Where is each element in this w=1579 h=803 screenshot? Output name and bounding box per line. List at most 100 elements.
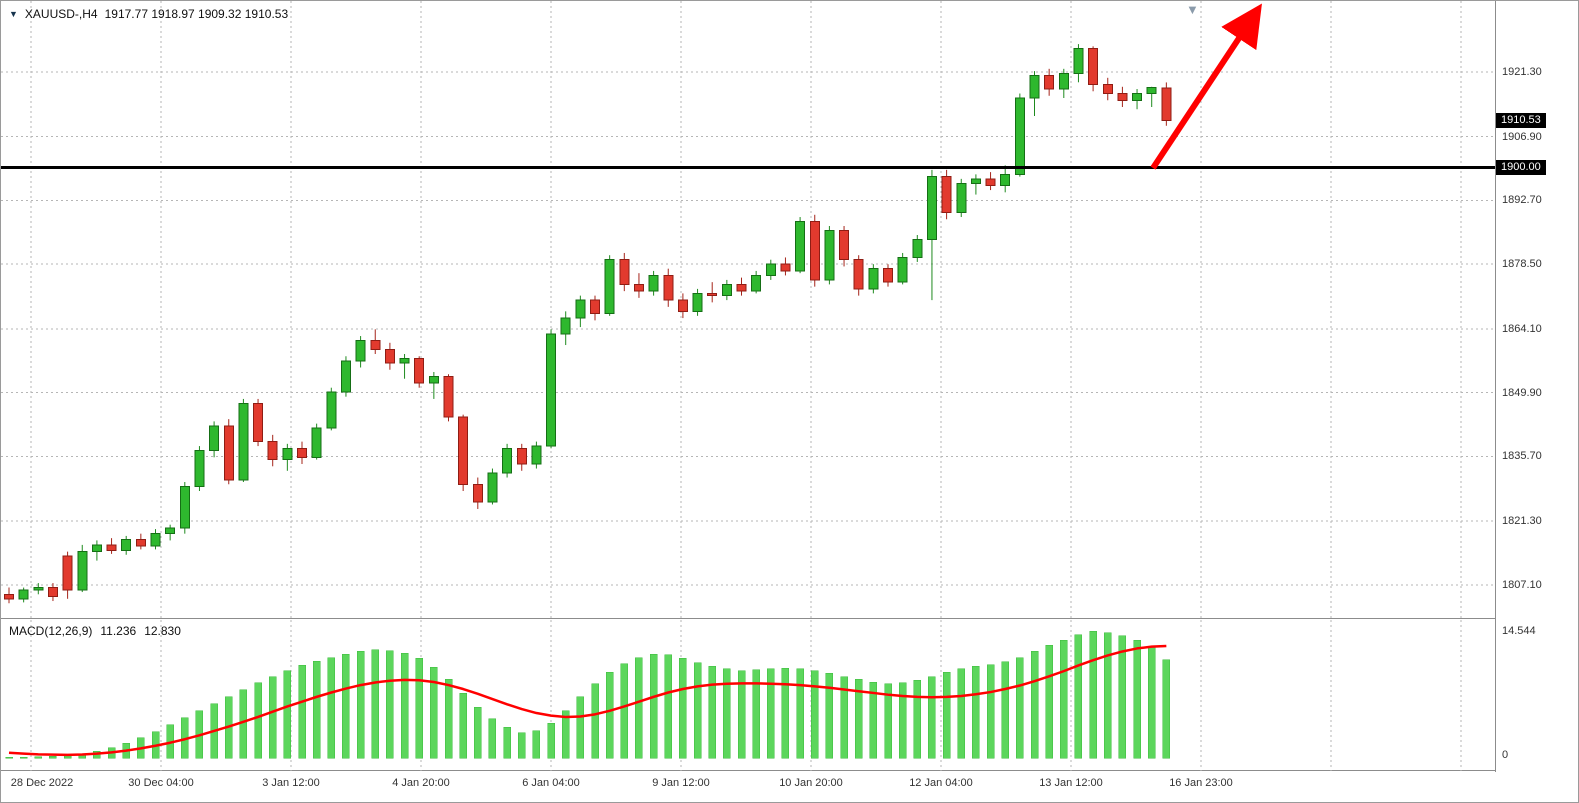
candle <box>77 544 88 593</box>
candle <box>1132 89 1143 110</box>
macd-panel[interactable]: MACD(12,26,9) 11.236 12.830 <box>1 620 1495 771</box>
candle <box>795 217 806 274</box>
macd-histogram-bar <box>298 665 306 759</box>
macd-histogram-bar <box>49 756 57 759</box>
candle <box>560 311 571 346</box>
candle <box>1146 86 1157 107</box>
chart-symbol-timeframe: XAUUSD-,H4 <box>24 7 98 21</box>
macd-histogram-bar <box>1001 661 1009 759</box>
price-tick-label: 1807.10 <box>1502 578 1542 591</box>
candle <box>956 178 967 218</box>
candle <box>970 174 981 195</box>
candle <box>399 354 410 379</box>
price-tick-label: 1849.90 <box>1502 386 1542 399</box>
macd-histogram-bar <box>444 679 453 759</box>
candle <box>370 329 381 355</box>
price-tag: 1910.53 <box>1496 112 1546 128</box>
candle <box>780 257 791 276</box>
candle <box>47 583 58 602</box>
macd-histogram-bar <box>825 673 834 759</box>
macd-name: MACD(12,26,9) <box>9 624 93 638</box>
macd-histogram-bar <box>591 683 599 759</box>
macd-histogram-bar <box>576 696 585 759</box>
chart-shift-marker-icon[interactable]: ▼ <box>1186 2 1199 17</box>
candle <box>677 293 688 319</box>
candle <box>253 398 264 447</box>
macd-histogram-bar <box>254 682 262 759</box>
candle <box>721 279 732 301</box>
price-axis[interactable]: 1921.30 1906.90 1892.70 1878.50 1864.10 1849.… <box>1495 1 1578 772</box>
candle <box>575 295 586 328</box>
trend-arrow-object[interactable] <box>1150 3 1262 170</box>
time-tick-label: 30 Dec 04:00 <box>128 777 194 789</box>
macd-histogram-bar <box>1089 630 1097 759</box>
candle <box>165 524 176 541</box>
candle <box>135 533 146 550</box>
candle <box>91 540 102 561</box>
candle <box>33 583 44 595</box>
symbol-dropdown-icon[interactable]: ▼ <box>9 9 18 19</box>
candle <box>839 226 850 267</box>
macd-indicator-label: MACD(12,26,9) 11.236 12.830 <box>9 624 181 638</box>
candle <box>590 295 600 321</box>
candle <box>824 226 835 285</box>
candle <box>941 169 952 220</box>
candle <box>326 387 337 431</box>
candle <box>1014 93 1025 177</box>
macd-histogram-bar <box>635 657 643 759</box>
time-tick-label: 28 Dec 2022 <box>10 777 74 789</box>
candle <box>648 270 659 296</box>
chart-ohlc-quotes: 1917.77 1918.97 1909.32 1910.53 <box>104 7 289 21</box>
candle <box>179 482 190 534</box>
candle <box>1088 46 1099 92</box>
price-chart-panel[interactable] <box>1 1 1495 619</box>
macd-histogram-bar <box>767 668 775 759</box>
candle <box>209 421 220 458</box>
macd-histogram-bar <box>884 683 892 759</box>
macd-histogram-bar <box>356 651 365 759</box>
candle <box>238 398 249 483</box>
candle <box>604 255 615 316</box>
macd-histogram-bar <box>1133 639 1141 759</box>
macd-histogram-bar <box>708 666 716 759</box>
macd-histogram-bar <box>239 689 248 759</box>
macd-histogram-bar <box>312 660 321 759</box>
price-tick-label: 1892.70 <box>1502 194 1542 207</box>
candle <box>1073 44 1084 83</box>
candle <box>223 419 234 485</box>
time-tick-label: 12 Jan 04:00 <box>909 777 973 789</box>
candle <box>384 342 395 370</box>
macd-signal-line <box>8 644 1167 757</box>
macd-histogram-bar <box>693 662 702 759</box>
macd-histogram-bar <box>283 670 292 759</box>
price-tick-label: 1821.30 <box>1502 515 1542 528</box>
candle <box>663 268 674 307</box>
macd-histogram-bar <box>605 672 614 759</box>
macd-histogram-bar <box>1104 632 1112 759</box>
time-tick-label: 3 Jan 12:00 <box>262 777 320 789</box>
macd-histogram-bar <box>474 707 482 759</box>
macd-canvas[interactable] <box>1 620 1495 771</box>
macd-histogram-bar <box>488 718 497 759</box>
candle <box>487 468 498 505</box>
macd-histogram-bar <box>649 653 658 759</box>
candle <box>62 551 73 599</box>
macd-histogram-bar <box>972 666 980 759</box>
macd-histogram-bar <box>679 658 687 759</box>
macd-histogram-bar <box>957 668 965 759</box>
price-chart-canvas[interactable] <box>1 1 1495 619</box>
candle <box>311 423 322 460</box>
time-tick-label: 10 Jan 20:00 <box>779 777 843 789</box>
candle <box>765 259 776 280</box>
macd-histogram-bar <box>869 681 878 759</box>
candle <box>926 169 937 301</box>
candle <box>619 252 630 292</box>
time-axis[interactable]: 28 Dec 2022 30 Dec 04:00 3 Jan 12:00 4 Jan … <box>1 772 1578 802</box>
candle <box>1117 86 1128 107</box>
candle <box>340 356 351 397</box>
macd-histogram-bar <box>840 676 848 759</box>
candle <box>1029 71 1040 116</box>
candle <box>150 529 161 550</box>
macd-histogram-bar <box>503 727 511 759</box>
macd-histogram-bar <box>430 666 438 759</box>
